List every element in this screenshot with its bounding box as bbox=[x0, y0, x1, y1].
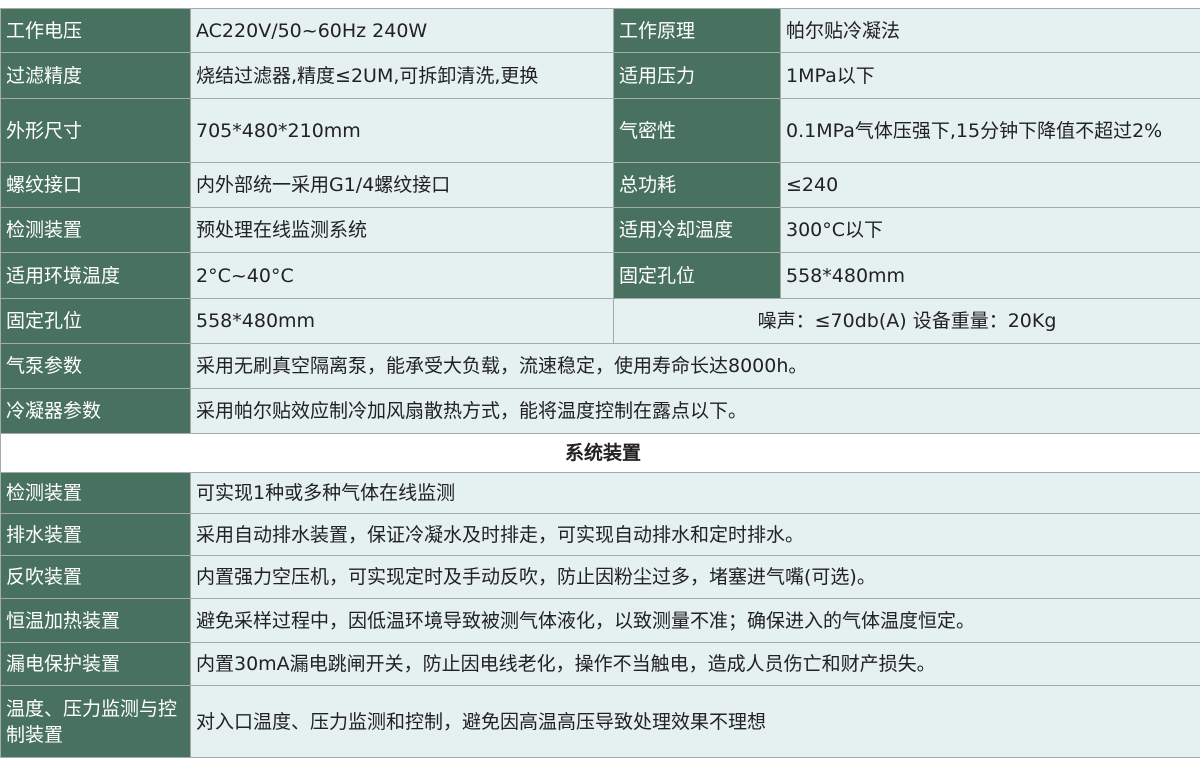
spec-label: 工作电压 bbox=[0, 8, 191, 53]
spec-value: 内外部统一采用G1/4螺纹接口 bbox=[190, 162, 614, 208]
table-row: 过滤精度 烧结过滤器,精度≤2UM,可拆卸清洗,更换 适用压力 1MPa以下 bbox=[0, 52, 1200, 99]
table-row: 固定孔位 558*480mm 噪声：≤70db(A) 设备重量：20Kg bbox=[0, 298, 1200, 344]
section-title: 系统装置 bbox=[0, 433, 1200, 473]
system-label: 排水装置 bbox=[0, 513, 191, 556]
table-row: 螺纹接口 内外部统一采用G1/4螺纹接口 总功耗 ≤240 bbox=[0, 162, 1200, 208]
table-row: 适用环境温度 2°C~40°C 固定孔位 558*480mm bbox=[0, 252, 1200, 299]
system-value: 内置强力空压机，可实现定时及手动反吹，防止因粉尘过多，堵塞进气嘴(可选)。 bbox=[190, 555, 1200, 599]
spec-value: 705*480*210mm bbox=[190, 98, 614, 163]
table-row: 工作电压 AC220V/50~60Hz 240W 工作原理 帕尔贴冷凝法 bbox=[0, 8, 1200, 53]
spec-label: 总功耗 bbox=[613, 162, 781, 208]
system-label: 漏电保护装置 bbox=[0, 642, 191, 686]
system-value: 避免采样过程中，因低温环境导致被测气体液化，以致测量不准；确保进入的气体温度恒定… bbox=[190, 598, 1200, 643]
spec-value: AC220V/50~60Hz 240W bbox=[190, 8, 614, 53]
table-row: 冷凝器参数 采用帕尔贴效应制冷加风扇散热方式，能将温度控制在露点以下。 bbox=[0, 388, 1200, 434]
system-label: 恒温加热装置 bbox=[0, 598, 191, 643]
spec-value: 帕尔贴冷凝法 bbox=[780, 8, 1200, 53]
table-row: 恒温加热装置 避免采样过程中，因低温环境导致被测气体液化，以致测量不准；确保进入的… bbox=[0, 598, 1200, 643]
spec-label: 适用环境温度 bbox=[0, 252, 191, 299]
table-row: 排水装置 采用自动排水装置，保证冷凝水及时排走，可实现自动排水和定时排水。 bbox=[0, 513, 1200, 556]
spec-value: 采用帕尔贴效应制冷加风扇散热方式，能将温度控制在露点以下。 bbox=[190, 388, 1200, 434]
table-row: 温度、压力监测与控制装置 对入口温度、压力监测和控制，避免因高温高压导致处理效果不… bbox=[0, 685, 1200, 758]
spec-label: 外形尺寸 bbox=[0, 98, 191, 163]
spec-value: 558*480mm bbox=[780, 252, 1200, 299]
spec-label: 气密性 bbox=[613, 98, 781, 163]
system-label: 反吹装置 bbox=[0, 555, 191, 599]
system-label: 温度、压力监测与控制装置 bbox=[0, 685, 191, 758]
spec-value: ≤240 bbox=[780, 162, 1200, 208]
spec-value: 1MPa以下 bbox=[780, 52, 1200, 99]
spec-value: 烧结过滤器,精度≤2UM,可拆卸清洗,更换 bbox=[190, 52, 614, 99]
table-row: 外形尺寸 705*480*210mm 气密性 0.1MPa气体压强下,15分钟下降值不… bbox=[0, 98, 1200, 163]
spec-label: 固定孔位 bbox=[0, 298, 191, 344]
spec-label: 适用冷却温度 bbox=[613, 207, 781, 253]
noise-weight-value: 噪声：≤70db(A) 设备重量：20Kg bbox=[613, 298, 1200, 344]
spec-label: 固定孔位 bbox=[613, 252, 781, 299]
system-value: 可实现1种或多种气体在线监测 bbox=[190, 472, 1200, 514]
spec-label: 过滤精度 bbox=[0, 52, 191, 99]
spec-label: 检测装置 bbox=[0, 207, 191, 253]
spec-label: 气泵参数 bbox=[0, 343, 191, 389]
spec-table: 工作电压 AC220V/50~60Hz 240W 工作原理 帕尔贴冷凝法 过滤精度 烧结… bbox=[0, 8, 1200, 758]
spec-value: 300°C以下 bbox=[780, 207, 1200, 253]
section-header-row: 系统装置 bbox=[0, 433, 1200, 473]
spec-value: 预处理在线监测系统 bbox=[190, 207, 614, 253]
table-row: 漏电保护装置 内置30mA漏电跳闸开关，防止因电线老化，操作不当触电，造成人员伤亡… bbox=[0, 642, 1200, 686]
spec-value: 0.1MPa气体压强下,15分钟下降值不超过2% bbox=[780, 98, 1200, 163]
system-value: 对入口温度、压力监测和控制，避免因高温高压导致处理效果不理想 bbox=[190, 685, 1200, 758]
spec-label: 冷凝器参数 bbox=[0, 388, 191, 434]
system-label: 检测装置 bbox=[0, 472, 191, 514]
spec-value: 558*480mm bbox=[190, 298, 614, 344]
system-value: 内置30mA漏电跳闸开关，防止因电线老化，操作不当触电，造成人员伤亡和财产损失。 bbox=[190, 642, 1200, 686]
table-row: 检测装置 预处理在线监测系统 适用冷却温度 300°C以下 bbox=[0, 207, 1200, 253]
table-row: 检测装置 可实现1种或多种气体在线监测 bbox=[0, 472, 1200, 514]
spec-value: 采用无刷真空隔离泵，能承受大负载，流速稳定，使用寿命长达8000h。 bbox=[190, 343, 1200, 389]
table-row: 气泵参数 采用无刷真空隔离泵，能承受大负载，流速稳定，使用寿命长达8000h。 bbox=[0, 343, 1200, 389]
spec-label: 螺纹接口 bbox=[0, 162, 191, 208]
table-row: 反吹装置 内置强力空压机，可实现定时及手动反吹，防止因粉尘过多，堵塞进气嘴(可选)… bbox=[0, 555, 1200, 599]
spec-value: 2°C~40°C bbox=[190, 252, 614, 299]
spec-label: 适用压力 bbox=[613, 52, 781, 99]
system-value: 采用自动排水装置，保证冷凝水及时排走，可实现自动排水和定时排水。 bbox=[190, 513, 1200, 556]
spec-label: 工作原理 bbox=[613, 8, 781, 53]
